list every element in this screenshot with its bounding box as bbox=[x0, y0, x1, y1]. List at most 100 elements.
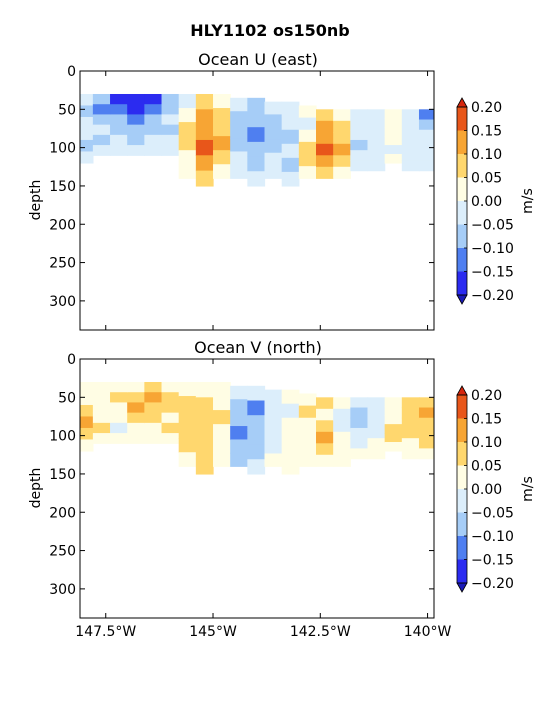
data-cell bbox=[92, 93, 111, 105]
data-cell bbox=[80, 105, 94, 118]
data-cell bbox=[316, 109, 334, 122]
data-cell bbox=[298, 417, 317, 431]
data-cell bbox=[401, 109, 420, 121]
data-cell bbox=[316, 454, 334, 467]
data-cell bbox=[178, 438, 197, 453]
data-cell bbox=[144, 104, 163, 116]
data-cell bbox=[92, 114, 111, 126]
data-cell bbox=[333, 155, 351, 168]
data-cell bbox=[298, 442, 317, 455]
data-cell bbox=[80, 93, 94, 107]
data-cell bbox=[213, 122, 231, 137]
data-cell bbox=[384, 145, 403, 155]
data-cell bbox=[264, 440, 283, 455]
data-cell bbox=[333, 420, 351, 433]
data-cell bbox=[178, 150, 197, 165]
data-cell bbox=[401, 427, 420, 439]
data-cell bbox=[298, 454, 317, 467]
data-cell bbox=[213, 150, 231, 165]
data-cell bbox=[213, 452, 231, 467]
data-cell bbox=[127, 381, 145, 393]
data-cell bbox=[418, 139, 434, 151]
data-cell bbox=[401, 150, 420, 161]
data-cell bbox=[230, 138, 248, 153]
data-cell bbox=[230, 151, 248, 166]
data-cell bbox=[127, 422, 145, 434]
data-cell bbox=[367, 119, 386, 131]
data-cell bbox=[298, 429, 317, 443]
data-cell bbox=[264, 139, 283, 154]
data-cell bbox=[350, 407, 369, 419]
data-cell bbox=[127, 145, 145, 156]
data-cell bbox=[350, 139, 369, 151]
data-cell bbox=[418, 119, 434, 131]
data-cell bbox=[247, 112, 266, 128]
y-tick-label: 100 bbox=[49, 141, 76, 157]
data-cell bbox=[333, 166, 351, 179]
colorbar-tick-label: −0.15 bbox=[471, 553, 514, 569]
data-cell bbox=[418, 448, 434, 460]
data-cell bbox=[213, 136, 231, 151]
colorbar-swatch bbox=[457, 224, 467, 249]
data-cell bbox=[367, 139, 386, 151]
data-cell bbox=[110, 134, 128, 146]
data-cell bbox=[367, 129, 386, 141]
data-cell bbox=[401, 139, 420, 151]
data-cell bbox=[384, 136, 403, 146]
data-cell bbox=[230, 412, 248, 427]
data-cell bbox=[195, 155, 214, 172]
data-cell bbox=[333, 408, 351, 421]
data-cell bbox=[418, 427, 434, 439]
data-cell bbox=[350, 119, 369, 131]
data-cell bbox=[333, 120, 351, 133]
data-cell bbox=[80, 393, 94, 406]
data-cell bbox=[316, 431, 334, 444]
data-cell bbox=[367, 407, 386, 419]
data-cell bbox=[418, 407, 434, 419]
data-cell bbox=[264, 101, 283, 116]
plot-frame bbox=[79, 358, 435, 619]
data-cell bbox=[110, 114, 128, 126]
data-cell bbox=[161, 93, 180, 105]
data-cell bbox=[384, 406, 403, 416]
colorbar-tick-label: 0.05 bbox=[471, 171, 502, 187]
data-cell bbox=[333, 132, 351, 145]
colorbar-tick-label: −0.15 bbox=[471, 265, 514, 281]
colorbar-swatch bbox=[457, 248, 467, 272]
data-cell bbox=[230, 164, 248, 179]
y-tick-label: 100 bbox=[49, 429, 76, 445]
data-cell bbox=[161, 104, 180, 116]
data-cell bbox=[418, 438, 434, 449]
data-cell bbox=[161, 114, 180, 126]
data-cell bbox=[230, 426, 248, 441]
data-cell bbox=[247, 141, 266, 158]
data-cell bbox=[110, 124, 128, 136]
data-cell bbox=[316, 443, 334, 456]
data-cell bbox=[213, 410, 231, 425]
data-cell bbox=[230, 124, 248, 139]
data-cell bbox=[316, 132, 334, 145]
data-cell bbox=[367, 160, 386, 172]
data-cell bbox=[144, 422, 163, 434]
data-cell bbox=[92, 412, 111, 424]
data-cell bbox=[264, 453, 283, 467]
colorbar-label-u: m/s bbox=[520, 188, 536, 214]
data-cell bbox=[247, 400, 266, 416]
colorbar-swatch bbox=[457, 107, 467, 131]
data-cell bbox=[213, 381, 231, 397]
panel-title-v: Ocean V (north) bbox=[194, 338, 322, 357]
data-cell bbox=[161, 392, 180, 404]
data-cell bbox=[195, 93, 214, 110]
data-cell bbox=[92, 402, 111, 414]
data-cell bbox=[178, 136, 197, 151]
data-cell bbox=[144, 402, 163, 414]
data-cell bbox=[213, 108, 231, 123]
data-cell bbox=[127, 412, 145, 424]
data-cell bbox=[110, 381, 128, 393]
data-cell bbox=[247, 97, 266, 114]
data-cell bbox=[316, 420, 334, 433]
data-cell bbox=[350, 448, 369, 460]
colorbar-over-arrow bbox=[456, 97, 468, 108]
colorbar-swatch bbox=[457, 201, 467, 225]
